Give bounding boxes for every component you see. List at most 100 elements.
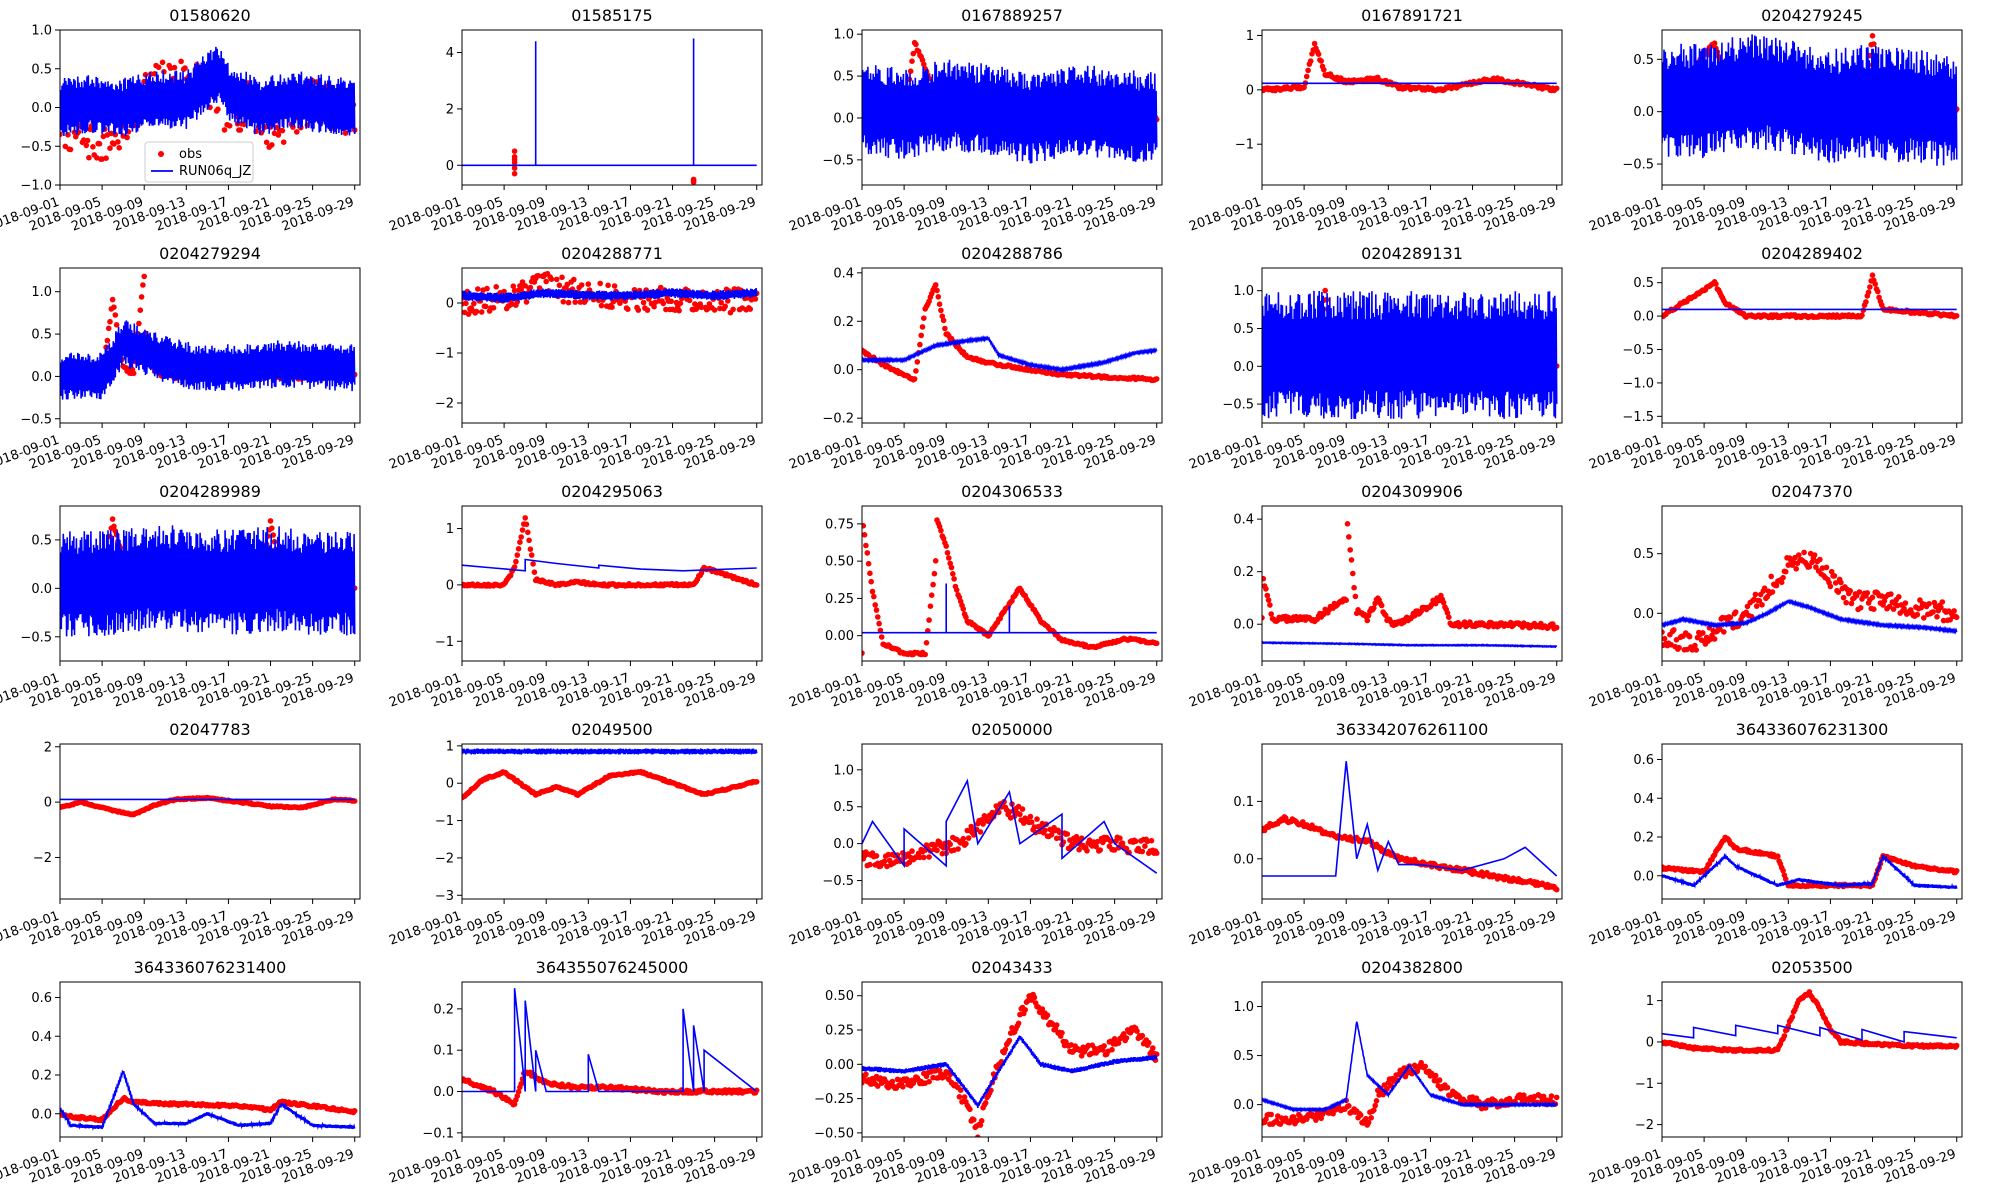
y-tick-label: −0.5 <box>1222 398 1254 413</box>
obs-point <box>103 155 109 161</box>
y-tick-label: 0.6 <box>1633 753 1654 768</box>
obs-point <box>640 299 647 306</box>
subplot-title: 02047783 <box>169 720 250 739</box>
subplot-0204295063: 0204295063−1012018-09-012018-09-052018-0… <box>387 482 763 711</box>
obs-point <box>155 64 162 71</box>
obs-point <box>1076 846 1082 853</box>
subplot-364336076231300: 3643360762313000.00.20.40.62018-09-01201… <box>1587 720 1963 949</box>
model-series <box>1662 34 1958 166</box>
subplot-0204309906: 02043099060.00.20.42018-09-012018-09-052… <box>1187 482 1563 711</box>
subplot-01580620: 01580620−1.0−0.50.00.51.02018-09-012018-… <box>0 6 361 235</box>
y-tick-label: −0.5 <box>20 140 52 155</box>
subplot-02050000: 02050000−0.50.00.51.02018-09-012018-09-0… <box>787 720 1163 949</box>
obs-point <box>1796 552 1802 558</box>
obs-point <box>140 282 146 288</box>
obs-point <box>1835 589 1842 595</box>
obs-point <box>1371 605 1377 611</box>
obs-point <box>519 527 526 533</box>
model-line <box>462 288 758 303</box>
obs-point <box>1692 642 1698 649</box>
obs-point <box>556 282 563 289</box>
obs-point <box>1732 609 1739 615</box>
obs-point <box>571 276 577 283</box>
obs-point <box>1268 611 1274 617</box>
subplot-02047370: 020473700.00.52018-09-012018-09-052018-0… <box>1587 482 1963 711</box>
obs-point <box>1867 284 1873 290</box>
obs-point <box>1097 847 1103 853</box>
obs-point <box>60 131 63 138</box>
obs-point <box>111 304 117 311</box>
axes-frame <box>461 743 763 900</box>
obs-point <box>1553 85 1560 92</box>
y-tick-label: 0 <box>446 159 454 174</box>
obs-point <box>1350 570 1356 577</box>
obs-point <box>862 650 865 656</box>
obs-point <box>96 141 103 147</box>
obs-point <box>1785 562 1792 568</box>
y-tick-label: 0.0 <box>1633 869 1654 884</box>
obs-point <box>1264 592 1271 599</box>
obs-point <box>1780 574 1786 581</box>
obs-point <box>865 560 872 567</box>
obs-series <box>1662 272 1960 321</box>
axes-frame <box>861 743 1163 900</box>
obs-point <box>1027 813 1034 820</box>
obs-point <box>507 572 514 579</box>
obs-point <box>83 142 90 149</box>
model-series <box>462 558 757 572</box>
obs-point <box>221 127 228 133</box>
obs-point <box>747 306 753 312</box>
subplot-0167891721: 0167891721−1012018-09-012018-09-052018-0… <box>1187 6 1563 235</box>
obs-point <box>1930 609 1936 615</box>
axes-frame <box>59 505 361 662</box>
model-line <box>1662 598 1958 635</box>
obs-point <box>531 569 538 575</box>
obs-point <box>1364 617 1371 624</box>
y-tick-label: −0.5 <box>822 153 854 168</box>
obs-point <box>1262 575 1267 582</box>
model-line <box>862 59 1158 164</box>
subplot-title: 0167889257 <box>961 6 1063 25</box>
obs-point <box>617 300 623 307</box>
obs-point <box>923 640 930 646</box>
axes-frame <box>461 29 763 186</box>
obs-point <box>753 582 760 588</box>
obs-point <box>517 539 523 545</box>
obs-point <box>109 516 116 522</box>
model-line <box>462 558 757 572</box>
model-line <box>60 46 356 137</box>
obs-point <box>597 280 603 287</box>
obs-point <box>914 359 921 365</box>
y-tick-label: 0.5 <box>1633 53 1654 68</box>
y-tick-label: −1 <box>1235 138 1254 153</box>
obs-point <box>1267 602 1273 608</box>
subplot-title: 0204306533 <box>961 482 1063 501</box>
obs-point <box>1901 605 1907 612</box>
obs-point <box>1017 811 1023 818</box>
obs-point <box>948 564 955 571</box>
axes-frame <box>861 29 1163 186</box>
obs-point <box>553 276 560 283</box>
obs-point <box>1857 605 1864 611</box>
obs-series <box>462 768 760 801</box>
obs-point <box>84 137 91 144</box>
obs-point <box>960 606 967 612</box>
obs-point <box>926 617 932 623</box>
subplot-title: 0167891721 <box>1361 6 1463 25</box>
obs-point <box>918 332 924 339</box>
obs-point <box>501 288 507 295</box>
obs-point <box>1813 564 1819 570</box>
y-tick-label: −1 <box>435 347 454 362</box>
y-tick-label: 0.0 <box>1633 105 1654 120</box>
obs-point <box>511 564 518 570</box>
obs-point <box>1793 566 1799 572</box>
obs-point <box>919 57 926 63</box>
obs-point <box>141 273 147 280</box>
obs-point <box>876 620 882 627</box>
obs-point <box>1142 843 1148 849</box>
obs-point <box>635 307 642 313</box>
obs-point <box>543 278 549 285</box>
obs-point <box>938 307 944 314</box>
obs-point <box>1440 599 1447 606</box>
obs-point <box>753 779 760 785</box>
